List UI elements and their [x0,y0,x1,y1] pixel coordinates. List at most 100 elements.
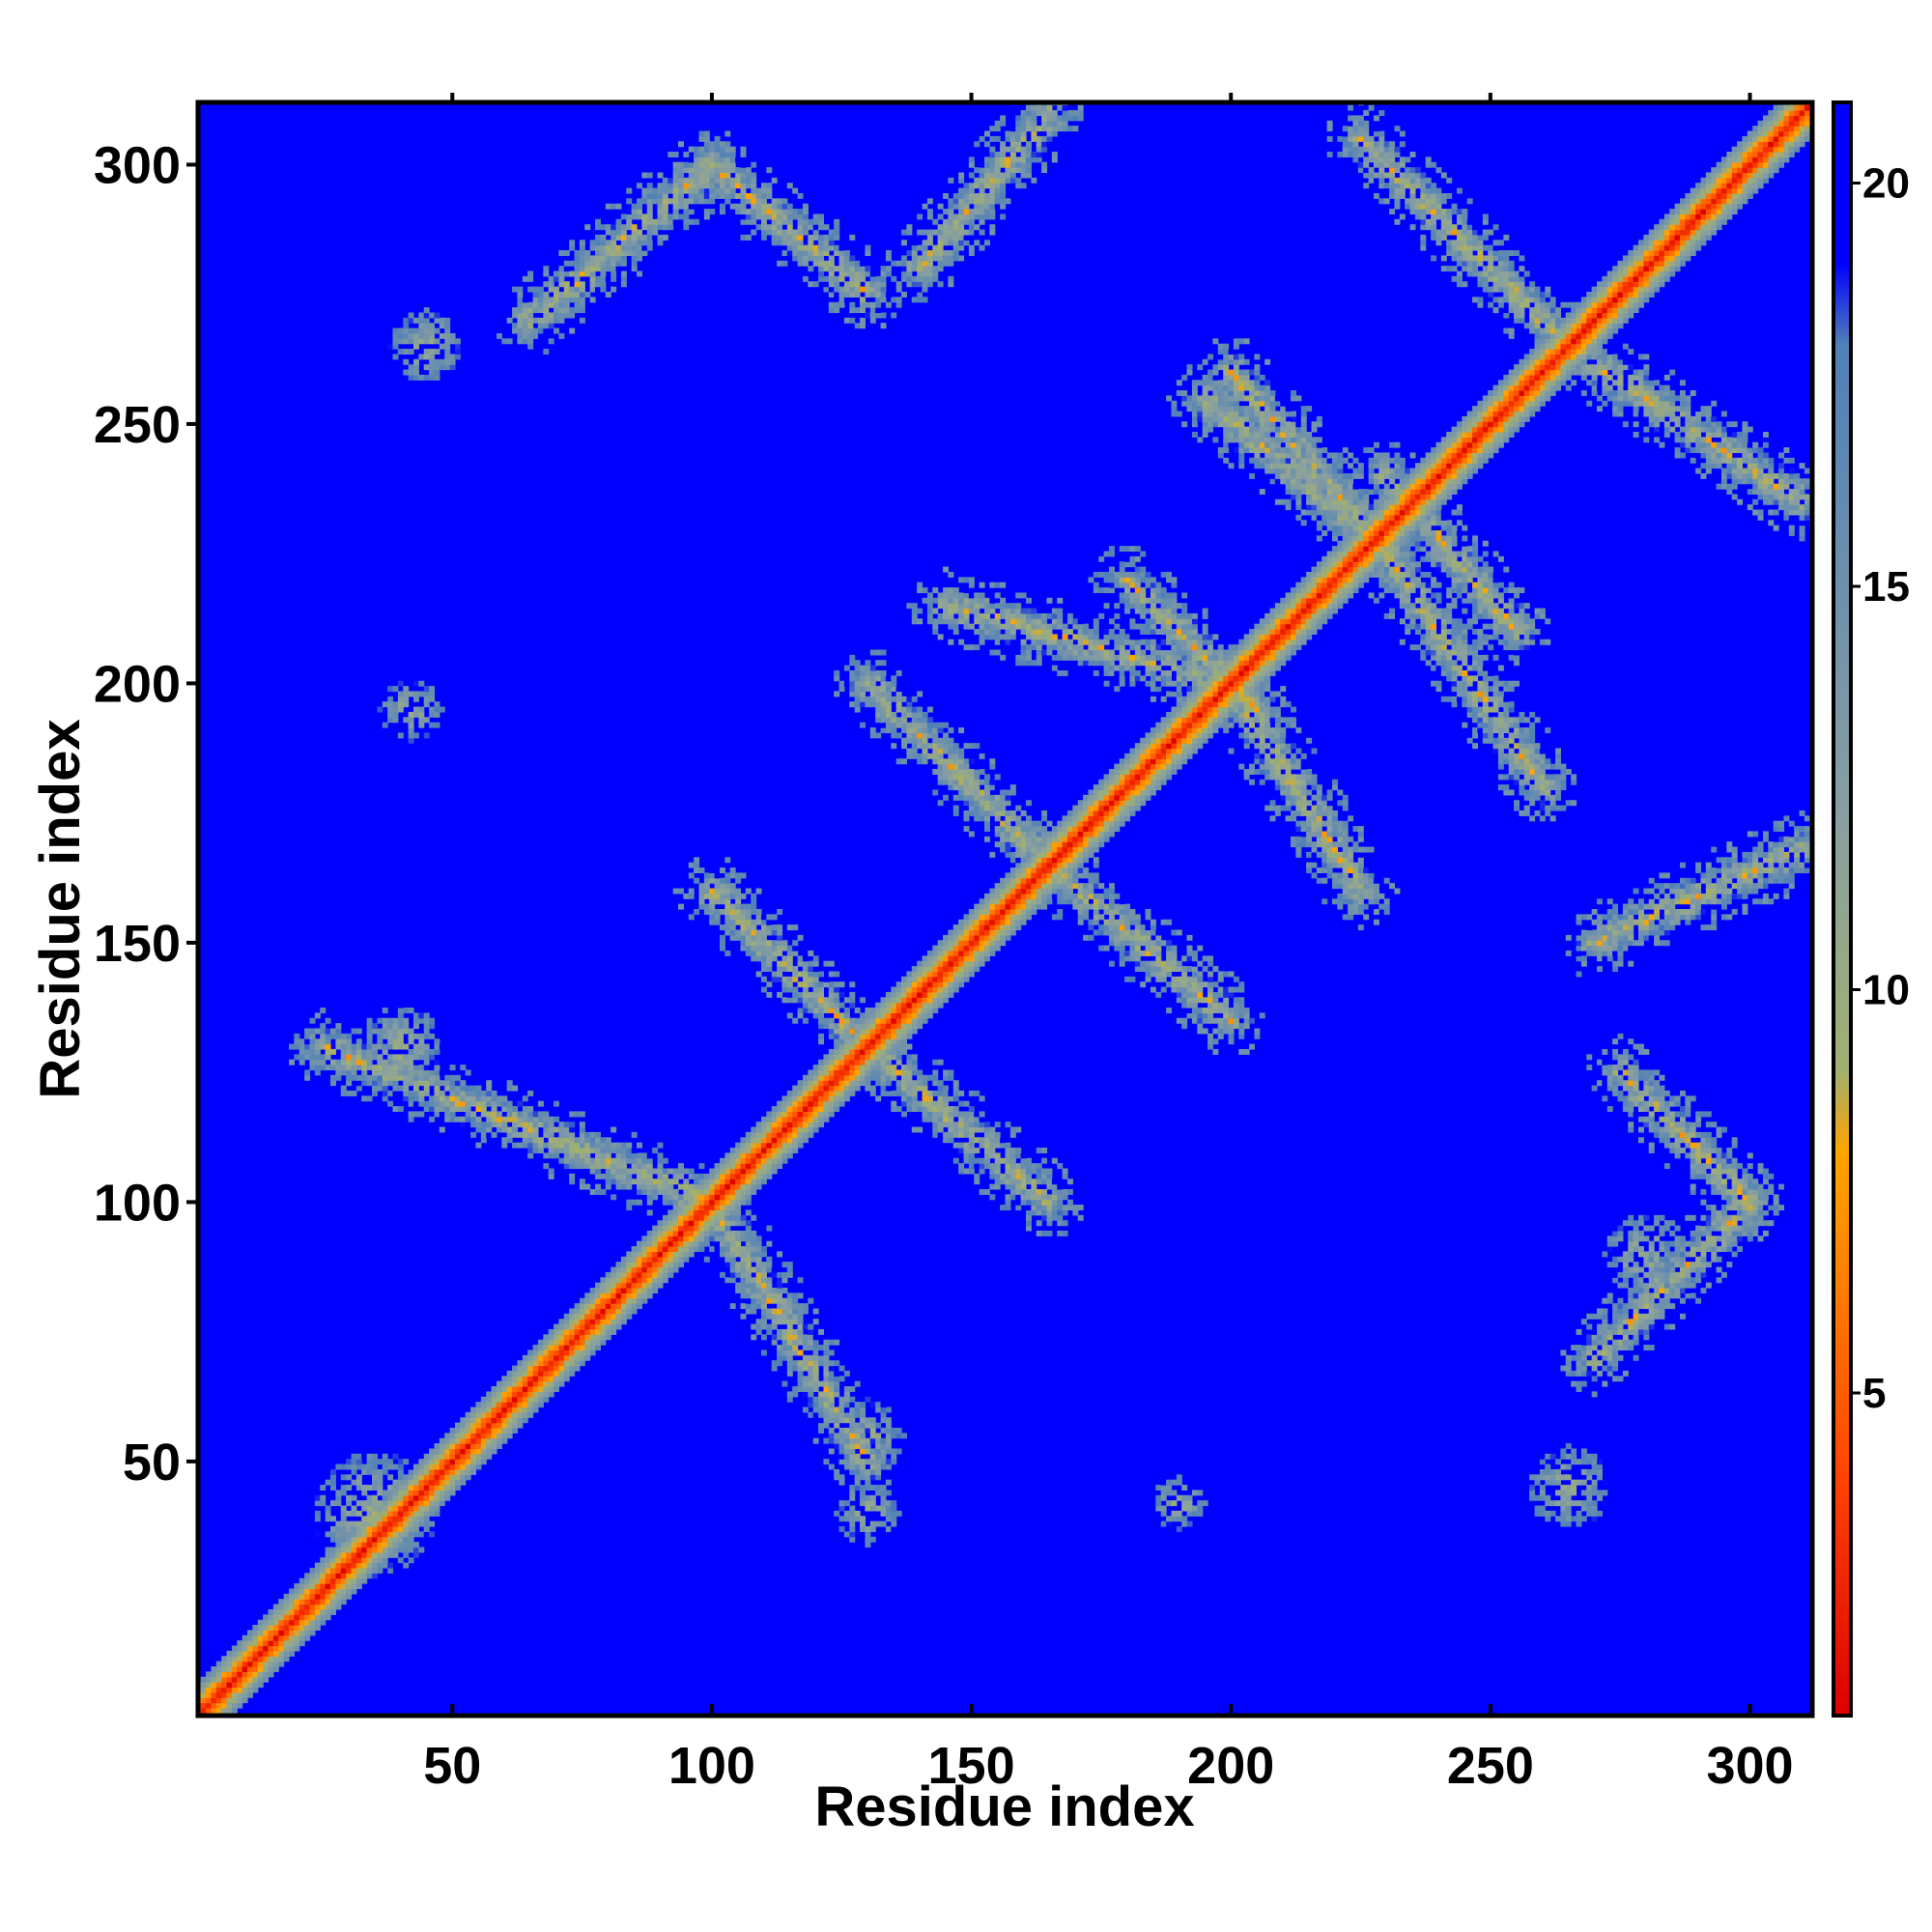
heatmap-cell [771,1122,778,1128]
heatmap-cell [1057,1214,1064,1221]
heatmap-cell [506,1422,513,1429]
heatmap-cell [1648,1323,1655,1330]
heatmap-cell [517,1380,524,1387]
heatmap-cell [449,1437,456,1444]
heatmap-cell [1648,1095,1655,1102]
heatmap-cell [1612,1048,1619,1055]
heatmap-cell [838,1090,845,1096]
heatmap-cell [1217,1017,1224,1024]
heatmap-cell [554,1323,560,1330]
heatmap-cell [724,1199,731,1206]
heatmap-cell [418,1100,425,1107]
heatmap-cell [372,1485,378,1491]
heatmap-cell [392,1043,399,1050]
heatmap-cell [486,1406,493,1413]
heatmap-cell [668,1266,674,1273]
heatmap-cell [1571,1490,1577,1496]
heatmap-cell [1695,1297,1702,1304]
heatmap-cell [932,960,939,967]
heatmap-cell [361,1516,368,1522]
heatmap-cell [387,1069,394,1076]
heatmap-cell [480,1448,487,1455]
heatmap-cell [408,1065,414,1071]
heatmap-cell [979,1157,985,1164]
heatmap-cell [724,1205,731,1211]
heatmap-cell [1191,976,1198,982]
heatmap-cell [231,1661,238,1667]
heatmap-cell [652,1266,659,1273]
heatmap-cell [1186,1500,1193,1507]
heatmap-cell [735,1262,742,1268]
heatmap-cell [543,1345,550,1351]
heatmap-cell [781,1308,788,1315]
heatmap-cell [735,1271,742,1278]
heatmap-cell [304,1599,311,1605]
heatmap-cell [1191,971,1198,978]
heatmap-cell [522,1386,528,1392]
heatmap-cell [335,1074,342,1081]
heatmap-cell [994,1137,1001,1144]
heatmap-cell [869,1008,876,1013]
heatmap-cell [1648,1111,1655,1118]
heatmap-cell [563,1142,570,1149]
heatmap-cell [340,1510,347,1517]
heatmap-cell [382,1069,388,1076]
heatmap-cell [392,1485,399,1491]
heatmap-cell [605,1183,611,1190]
heatmap-cell [1591,1391,1598,1398]
heatmap-cell [569,1148,576,1153]
heatmap-cell [668,1179,674,1185]
heatmap-cell [351,1567,357,1574]
heatmap-cell [1622,1106,1629,1112]
heatmap-cell [963,966,970,973]
heatmap-cell [641,1188,648,1195]
heatmap-cell [397,1542,404,1548]
heatmap-cell [397,1500,404,1507]
heatmap-cell [885,1490,892,1496]
heatmap-cell [771,1116,778,1122]
heatmap-cell [289,1640,295,1647]
heatmap-cell [672,1214,679,1221]
heatmap-cell [843,997,850,1004]
heatmap-cell [330,1593,336,1600]
heatmap-cell [1606,1354,1613,1361]
heatmap-cell [496,1427,502,1434]
heatmap-cell [496,1417,502,1424]
heatmap-cell [834,1008,840,1013]
heatmap-cell [751,1334,757,1341]
heatmap-cell [522,1391,528,1398]
heatmap-cell [771,1106,778,1112]
heatmap-cell [1000,1142,1007,1149]
heatmap-cell [823,1345,830,1351]
heatmap-cell [849,1002,856,1009]
heatmap-cell [387,1494,394,1501]
heatmap-cell [979,1116,985,1122]
heatmap-cell [808,1370,814,1377]
heatmap-cell [943,976,949,982]
heatmap-cell [641,1262,648,1268]
heatmap-cell [1591,1505,1598,1512]
heatmap-cell [880,1485,887,1491]
heatmap-cell [372,1023,378,1030]
heatmap-cell [922,991,928,998]
heatmap-cell [823,1054,830,1061]
heatmap-cell [631,1256,638,1263]
heatmap-cell [372,1547,378,1553]
heatmap-cell [377,1017,384,1024]
heatmap-cell [320,1577,327,1584]
heatmap-cell [922,1090,928,1096]
heatmap-cell [418,1494,425,1501]
heatmap-cell [361,1567,368,1574]
heatmap-cell [372,1562,378,1569]
heatmap-cell [429,1459,436,1465]
heatmap-cell [838,1095,845,1102]
heatmap-cell [1602,1500,1608,1507]
heatmap-cell [652,1194,659,1201]
heatmap-cell [257,1682,264,1689]
heatmap-cell [808,997,814,1004]
heatmap-cell [382,1065,388,1071]
heatmap-cell [828,1028,835,1035]
heatmap-cell [1560,1485,1567,1491]
heatmap-cell [1711,1168,1718,1175]
heatmap-cell [237,1682,243,1689]
